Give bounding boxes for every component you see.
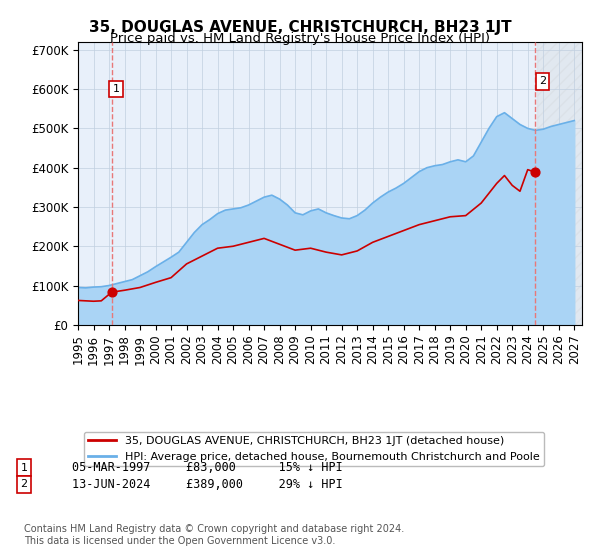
Text: 35, DOUGLAS AVENUE, CHRISTCHURCH, BH23 1JT: 35, DOUGLAS AVENUE, CHRISTCHURCH, BH23 1…: [89, 20, 511, 35]
Text: Price paid vs. HM Land Registry's House Price Index (HPI): Price paid vs. HM Land Registry's House …: [110, 32, 490, 45]
Bar: [537, 42, 582, 325]
Text: 1: 1: [113, 84, 120, 94]
Legend: 35, DOUGLAS AVENUE, CHRISTCHURCH, BH23 1JT (detached house), HPI: Average price,: 35, DOUGLAS AVENUE, CHRISTCHURCH, BH23 1…: [83, 432, 544, 466]
Point: [530, 167, 539, 176]
Text: 13-JUN-2024     £389,000     29% ↓ HPI: 13-JUN-2024 £389,000 29% ↓ HPI: [72, 478, 343, 491]
Point: [107, 288, 116, 297]
Text: 2: 2: [20, 479, 28, 489]
Text: Contains HM Land Registry data © Crown copyright and database right 2024.
This d: Contains HM Land Registry data © Crown c…: [24, 524, 404, 546]
Text: 2: 2: [539, 76, 546, 86]
Text: 1: 1: [20, 463, 28, 473]
Text: 05-MAR-1997     £83,000      15% ↓ HPI: 05-MAR-1997 £83,000 15% ↓ HPI: [72, 461, 343, 474]
